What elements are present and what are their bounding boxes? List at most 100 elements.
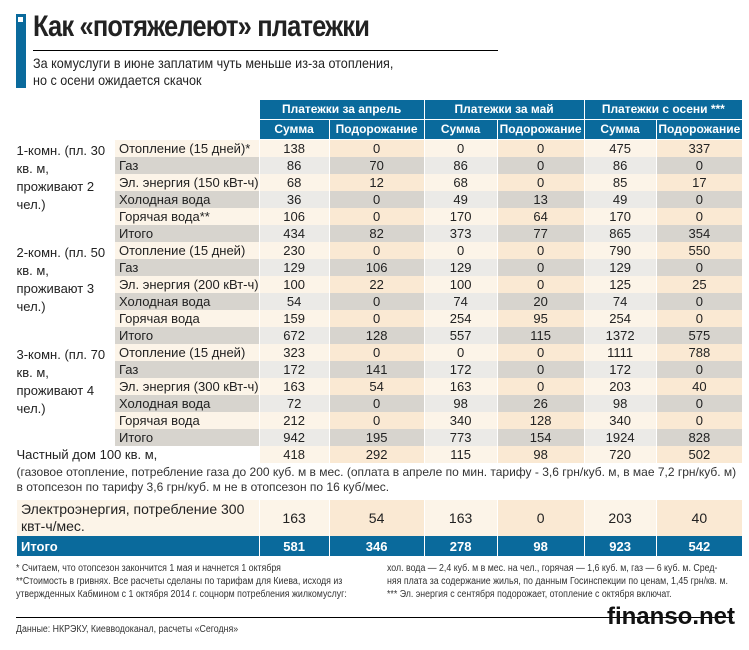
raise-value: 0 (496, 276, 585, 293)
table-row: Холодная вода 36 0 49 13 49 0 (17, 191, 743, 208)
item-label: Отопление (15 дней) (114, 344, 260, 361)
sum-value: 942 (258, 429, 330, 446)
raise-value: 17 (655, 174, 743, 191)
sum-value: 475 (583, 139, 657, 157)
sum-value: 85 (583, 174, 657, 191)
raise-value: 0 (328, 344, 425, 361)
table-row: Газ 172 141 172 0 172 0 (17, 361, 743, 378)
raise-value: 0 (655, 208, 743, 225)
raise-value: 292 (328, 446, 425, 463)
item-label: Эл. энергия (300 кВт-ч) (114, 378, 260, 395)
raise-value: 12 (328, 174, 425, 191)
sum-value: 115 (423, 446, 498, 463)
raise-value: 0 (328, 242, 425, 259)
sum-value: 125 (583, 276, 657, 293)
raise-value: 154 (496, 429, 585, 446)
sum-value: 49 (583, 191, 657, 208)
raise-value: 20 (496, 293, 585, 310)
table-row: 1-комн. (пл. 30 кв. м, проживают 2 чел.)… (17, 139, 743, 212)
item-label: Холодная вода (114, 191, 260, 208)
raise-value: 115 (496, 327, 585, 344)
sum-value: 172 (583, 361, 657, 378)
raise-value: 0 (328, 293, 425, 310)
raise-value: 25 (655, 276, 743, 293)
raise-value: 0 (328, 412, 425, 429)
subtitle-line: но с осени ожидается скачок (33, 72, 202, 88)
raise-value: 0 (496, 378, 585, 395)
footnote: хол. вода — 2,4 куб. м в мес. на чел., г… (387, 563, 718, 574)
total-value: 542 (655, 536, 743, 556)
raise-value: 0 (496, 139, 585, 157)
raise-value: 0 (496, 344, 585, 361)
item-label: Горячая вода** (114, 208, 260, 225)
sum-value: 106 (258, 208, 330, 225)
sum-value: 773 (423, 429, 498, 446)
item-label: Эл. энергия (150 кВт-ч) (114, 174, 260, 191)
apartment-label: 1-комн. (пл. 30 кв. м, проживают 2 чел.) (16, 142, 106, 212)
raise-value: 54 (328, 378, 425, 395)
item-label: Итого (114, 429, 260, 446)
raise-value: 40 (655, 497, 743, 536)
total-row: Итого 581 346 278 98 923 542 (16, 536, 743, 556)
subtitle-line: За комуслуги в июне заплатим чуть меньше… (33, 55, 394, 71)
table-row: Эл. энергия (200 кВт-ч) 100 22 100 0 125 25 (17, 276, 743, 293)
sum-value: 373 (423, 225, 498, 242)
sum-value: 323 (258, 344, 330, 361)
sum-value: 1372 (583, 327, 657, 344)
sum-value: 98 (423, 395, 498, 412)
item-label: Газ (114, 259, 260, 276)
item-label: Отопление (15 дней) (114, 242, 260, 259)
payments-table: Платежки за апрель Платежки за май Плате… (16, 100, 743, 556)
footnote: * Считаем, что отопсезон закончится 1 ма… (16, 563, 281, 574)
item-label: Холодная вода (114, 395, 260, 412)
sum-value: 129 (258, 259, 330, 276)
col-raise: Подорожание (328, 119, 425, 140)
table-row: Горячая вода 212 0 340 128 340 0 (17, 412, 743, 429)
sum-value: 1111 (583, 344, 657, 361)
sum-value: 159 (258, 310, 330, 327)
col-sum: Сумма (423, 119, 498, 140)
item-label: Отопление (15 дней)* (114, 139, 260, 157)
raise-value: 0 (328, 191, 425, 208)
table-row: Итого 942 195 773 154 1924 828 (17, 429, 743, 446)
col-sum: Сумма (583, 119, 657, 140)
sum-value: 98 (583, 395, 657, 412)
table-row: Итого 672 128 557 115 1372 575 (17, 327, 743, 344)
sum-value: 172 (423, 361, 498, 378)
sum-value: 129 (423, 259, 498, 276)
sum-value: 163 (258, 378, 330, 395)
sum-value: 254 (423, 310, 498, 327)
sum-value: 230 (258, 242, 330, 259)
raise-value: 128 (496, 412, 585, 429)
table-row: Эл. энергия (300 кВт-ч) 163 54 163 0 203 40 (17, 378, 743, 395)
sum-value: 172 (258, 361, 330, 378)
raise-value: 502 (655, 446, 743, 463)
table-row: Газ 129 106 129 0 129 0 (17, 259, 743, 276)
item-label: Горячая вода (114, 310, 260, 327)
raise-value: 0 (496, 259, 585, 276)
raise-value: 98 (496, 446, 585, 463)
sum-value: 36 (258, 191, 330, 208)
sum-value: 203 (583, 497, 657, 536)
sum-value: 74 (423, 293, 498, 310)
raise-value: 0 (496, 157, 585, 174)
total-value: 98 (496, 536, 585, 556)
sum-value: 49 (423, 191, 498, 208)
raise-value: 22 (328, 276, 425, 293)
sum-value: 129 (583, 259, 657, 276)
house-label: Частный дом 100 кв. м, (16, 446, 260, 463)
raise-value: 141 (328, 361, 425, 378)
sum-value: 68 (258, 174, 330, 191)
raise-value: 128 (328, 327, 425, 344)
raise-value: 0 (655, 259, 743, 276)
raise-value: 0 (496, 361, 585, 378)
item-label: Эл. энергия (200 кВт-ч) (114, 276, 260, 293)
sum-value: 163 (258, 497, 330, 536)
sum-value: 212 (258, 412, 330, 429)
footnote: няя плата за содержание жилья, по данным… (387, 576, 728, 587)
house-note: (газовое отопление, потребление газа до … (16, 465, 737, 494)
raise-value: 0 (655, 361, 743, 378)
raise-value: 0 (328, 310, 425, 327)
raise-value: 575 (655, 327, 743, 344)
item-label: Горячая вода (114, 412, 260, 429)
